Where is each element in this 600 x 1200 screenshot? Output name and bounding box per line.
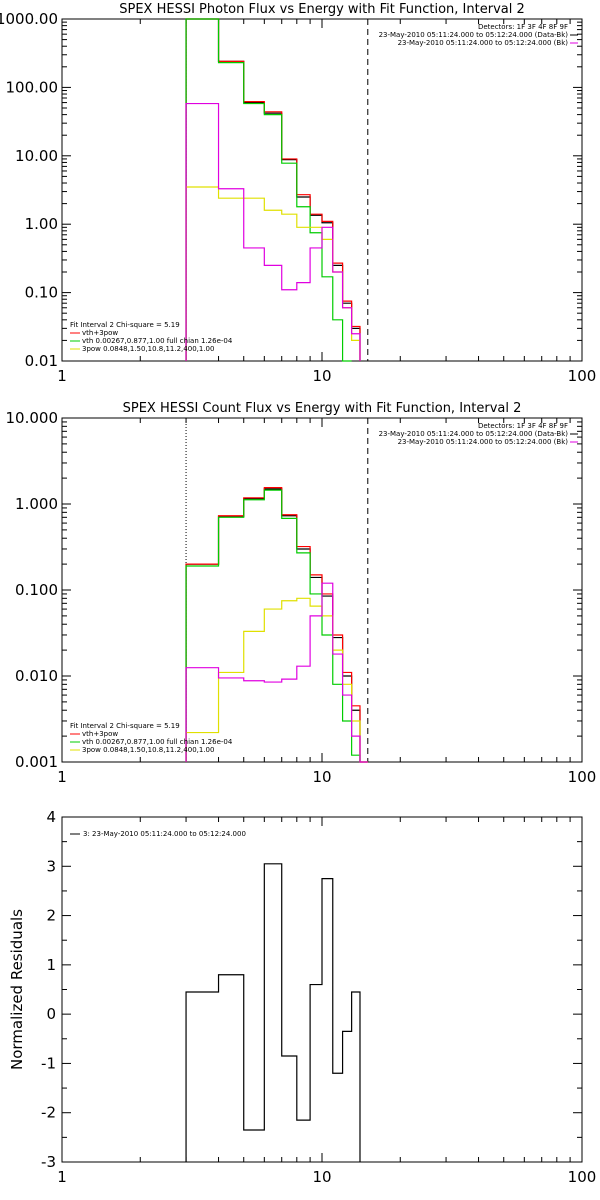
legend-entry: 3pow 0.0848,1.50,10.8,11.2,400,1.00	[82, 345, 214, 353]
legend-entry: 3pow 0.0848,1.50,10.8,11.2,400,1.00	[82, 746, 214, 754]
y-tick-label: 10.00	[15, 147, 58, 165]
legend-entry: 23-May-2010 05:11:24.000 to 05:12:24.000…	[379, 31, 569, 39]
legend-entry: 23-May-2010 05:11:24.000 to 05:12:24.000…	[398, 438, 569, 446]
plot-3: 1 10 100 -3 -2 -1 0 1 2 3 4 Normalized Residuals 3: …	[8, 808, 596, 1186]
y-tick-label: 0.100	[15, 581, 58, 599]
x-tick-label: 100	[568, 367, 597, 385]
series-4-step-line	[185, 597, 368, 763]
y-tick-label: 1.000	[15, 495, 58, 513]
chart-title: SPEX HESSI Count Flux vs Energy with Fit…	[123, 401, 522, 416]
legend-entry: Fit Interval 2 Chi-square = 5.19	[70, 321, 180, 329]
y-tick-label: 0	[46, 1005, 56, 1023]
y-tick-label: -1	[41, 1054, 56, 1072]
series-5-step-line	[185, 582, 368, 763]
x-tick-label: 10	[312, 367, 331, 385]
y-tick-label: 1000.00	[0, 10, 58, 28]
y-tick-label: 1	[46, 956, 56, 974]
legend-entry: vth+3pow	[82, 730, 118, 738]
y-tick-label: 0.10	[25, 284, 58, 302]
legend-entry: vth+3pow	[82, 329, 118, 337]
y-axis-label: Normalized Residuals	[8, 909, 26, 1070]
series-3-step-line	[185, 489, 361, 762]
legend-entry: 23-May-2010 05:11:24.000 to 05:12:24.000…	[398, 39, 569, 47]
legend-entry: Detectors: 1F 3F 4F 8F 9F	[478, 422, 568, 430]
series-3-step-line	[185, 18, 352, 362]
x-tick-label: 10	[312, 768, 331, 786]
legend-entry: 23-May-2010 05:11:24.000 to 05:12:24.000…	[379, 430, 569, 438]
y-tick-label: 0.010	[15, 667, 58, 685]
y-tick-label: 100.00	[6, 78, 59, 96]
legend-entry: 3: 23-May-2010 05:11:24.000 to 05:12:24.…	[83, 830, 246, 838]
series-2-step-line	[185, 18, 361, 361]
legend-entry: Detectors: 1F 3F 4F 8F 9F	[478, 23, 568, 31]
series-5-step-line	[185, 102, 361, 361]
x-tick-label: 1	[57, 367, 67, 385]
x-tick-label: 1	[57, 1168, 67, 1186]
chart-title: SPEX HESSI Photon Flux vs Energy with Fi…	[119, 2, 525, 17]
y-tick-label: -2	[41, 1104, 56, 1122]
x-tick-label: 100	[568, 1168, 597, 1186]
y-tick-label: 0.001	[15, 753, 58, 771]
y-tick-label: 10.000	[6, 409, 59, 427]
x-tick-label: 10	[312, 1168, 331, 1186]
y-tick-label: 0.01	[25, 352, 58, 370]
plot-1: SPEX HESSI Photon Flux vs Energy with Fi…	[0, 2, 596, 385]
y-tick-label: -3	[41, 1153, 56, 1171]
series-1-step-line	[185, 863, 361, 1162]
y-tick-label: 3	[46, 857, 56, 875]
legend-entry: vth 0.00267,0.877,1.00 full chian 1.26e-…	[82, 337, 233, 345]
y-tick-label: 2	[46, 907, 56, 925]
legend-entry: Fit Interval 2 Chi-square = 5.19	[70, 722, 180, 730]
plot-2: SPEX HESSI Count Flux vs Energy with Fit…	[6, 401, 597, 786]
y-tick-label: 4	[46, 808, 56, 826]
legend-entry: vth 0.00267,0.877,1.00 full chian 1.26e-…	[82, 738, 233, 746]
x-tick-label: 100	[568, 768, 597, 786]
y-tick-label: 1.00	[25, 215, 58, 233]
x-tick-label: 1	[57, 768, 67, 786]
